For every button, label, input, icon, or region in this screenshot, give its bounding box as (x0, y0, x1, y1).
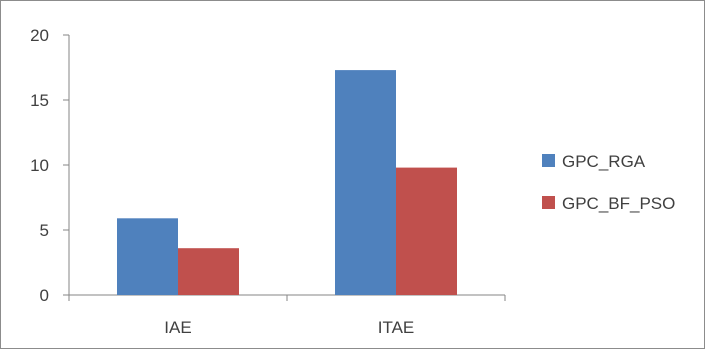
x-category-label: ITAE (378, 318, 415, 337)
y-tick-label: 10 (30, 156, 49, 175)
bar-gpc-rga-itae (335, 70, 396, 295)
bar-gpc-bf-pso-iae (178, 248, 239, 295)
y-tick-label: 0 (40, 286, 49, 305)
legend-swatch (542, 196, 555, 209)
y-tick-label: 5 (40, 221, 49, 240)
x-category-label: IAE (164, 318, 191, 337)
legend-swatch (542, 154, 555, 167)
y-tick-label: 15 (30, 91, 49, 110)
bar-gpc-bf-pso-itae (396, 167, 457, 295)
bar-gpc-rga-iae (117, 218, 178, 295)
y-tick-label: 20 (30, 26, 49, 45)
legend-label: GPC_BF_PSO (562, 194, 675, 213)
legend-label: GPC_RGA (562, 152, 646, 171)
